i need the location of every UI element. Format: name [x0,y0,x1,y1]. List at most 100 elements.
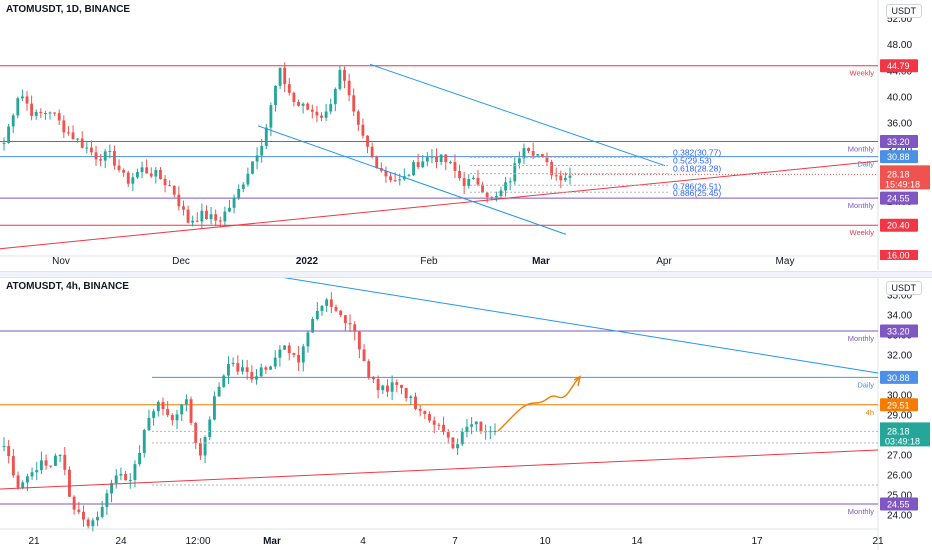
candle [504,182,508,191]
h4-chart-canvas[interactable]: 35.0034.0033.0032.0031.0030.0029.0028.00… [0,277,932,550]
candle [246,173,250,185]
h4-chart-title: ATOMUSDT, 4h, BINANCE [6,281,129,292]
candle [527,147,531,152]
candle [131,177,135,184]
candle [145,167,149,174]
level-tag: 4h [866,408,874,417]
candle [418,408,422,411]
candle [287,345,291,354]
h4-currency-badge[interactable]: USDT [885,281,922,295]
candle [203,437,207,456]
candle [550,162,554,176]
fib-level-label: 0.886(25.45) [673,188,721,198]
x-tick-label: 2022 [296,256,319,267]
candle [287,84,291,93]
candle [488,431,492,433]
x-tick-label: Apr [656,256,672,267]
candle [136,172,139,178]
candle [2,445,6,447]
daily-currency-badge[interactable]: USDT [885,4,922,18]
candle [82,511,85,520]
projection-arrowhead [573,375,582,387]
level-price-badge [880,370,918,384]
candle [339,310,343,316]
daily-chart-canvas[interactable]: 52.0048.0044.0040.0036.0032.0028.0024.00… [0,0,932,270]
candle [370,146,374,157]
fib-level-label: 0.5(29.53) [673,156,712,166]
candle [85,147,89,149]
candle [200,210,204,222]
candle [458,170,461,179]
candle [241,367,244,372]
candle [333,88,337,105]
level-price-badge [880,497,918,511]
candle [159,169,162,180]
candle [198,443,202,456]
panel-separator[interactable] [0,271,932,278]
candle [255,155,259,162]
candle [448,162,452,164]
candle [133,464,137,480]
candle [474,421,478,425]
current-price-badge [880,165,930,190]
candle [568,175,572,178]
level-tag: Weekly [850,228,875,237]
candle [99,159,103,161]
candle [264,127,268,147]
candle [250,371,254,380]
candle [212,396,216,420]
candle [329,104,333,112]
level-price-badge [880,398,918,412]
candle [205,210,208,220]
candle [124,473,128,481]
level-price-badge-text: 30.88 [887,373,910,383]
candle [168,185,172,187]
x-tick-label: May [776,256,795,267]
candle [66,132,70,134]
candle [414,396,417,409]
level-price-badge-text: 20.40 [887,221,910,231]
level-price-badge [880,59,918,73]
x-tick-label: 24 [115,536,127,547]
candle [91,520,95,527]
candle [297,354,301,363]
candle [182,206,185,210]
candle [499,190,503,196]
candle [353,324,357,332]
candle [39,111,43,114]
candle [122,170,126,173]
candle [80,138,84,148]
candle [214,214,218,221]
x-tick-label: Dec [172,256,190,267]
candle [343,69,346,81]
candle [329,299,333,307]
candle [140,167,144,173]
y-tick-label: 40.00 [887,93,912,104]
y-tick-label: 27.00 [887,451,912,462]
partial-price-badge-text: 16.00 [887,251,910,261]
candle [325,299,329,306]
candle [367,361,371,378]
candle [292,353,296,355]
rising-trendline [0,449,879,490]
level-price-badge-text: 29.51 [887,400,910,410]
candle [90,147,93,153]
candle [278,349,282,358]
candle [442,424,446,432]
bar-countdown-text: 03:49:18 [885,436,920,446]
candle [470,424,474,427]
candle [269,366,272,370]
level-price-badge-text: 44.79 [887,61,910,71]
y-tick-label: 52.00 [887,14,912,25]
candle [57,113,61,121]
candle [366,135,369,147]
candle [554,175,558,177]
candle [110,483,114,494]
candle [315,111,319,116]
x-tick-label: 12:00 [185,536,210,547]
daily-chart-panel: 52.0048.0044.0040.0036.0032.0028.0024.00… [0,0,932,270]
candle [479,421,483,432]
candle [126,172,130,184]
candle [117,165,121,171]
candle [476,177,480,185]
